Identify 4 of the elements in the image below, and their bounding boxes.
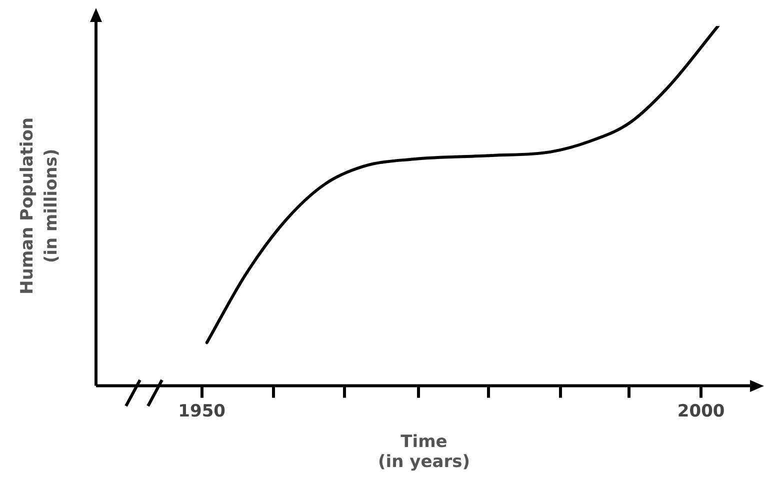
x-tick-label: 1950 (178, 401, 226, 422)
y-axis-title: Human Population (in millions) (17, 117, 62, 294)
x-tick-label: 2000 (677, 401, 725, 422)
x-axis-title: Time (in years) (378, 432, 470, 472)
